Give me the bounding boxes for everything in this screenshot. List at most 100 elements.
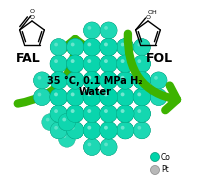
Circle shape (71, 92, 75, 96)
Circle shape (134, 105, 150, 122)
Circle shape (100, 72, 117, 89)
Circle shape (100, 38, 117, 56)
Circle shape (58, 113, 76, 131)
Circle shape (133, 72, 150, 89)
Circle shape (137, 59, 141, 63)
Circle shape (83, 55, 100, 72)
Circle shape (88, 76, 91, 80)
Circle shape (84, 72, 100, 88)
Circle shape (84, 39, 100, 56)
Circle shape (54, 93, 58, 96)
Circle shape (67, 122, 84, 139)
Circle shape (117, 72, 134, 89)
Circle shape (50, 39, 67, 56)
Circle shape (117, 89, 134, 105)
Circle shape (88, 76, 91, 80)
Circle shape (58, 130, 75, 147)
Circle shape (100, 139, 117, 155)
Circle shape (83, 122, 100, 139)
Circle shape (50, 122, 67, 139)
Circle shape (121, 109, 125, 113)
Circle shape (100, 55, 117, 73)
Circle shape (101, 89, 117, 105)
Circle shape (34, 72, 50, 89)
Circle shape (150, 72, 167, 89)
Circle shape (67, 55, 84, 72)
Circle shape (67, 106, 83, 122)
Circle shape (50, 55, 67, 72)
Circle shape (84, 106, 100, 122)
Circle shape (71, 76, 75, 80)
Circle shape (54, 93, 58, 96)
Circle shape (100, 72, 117, 89)
Circle shape (117, 38, 134, 56)
Circle shape (71, 93, 75, 96)
Circle shape (71, 126, 75, 130)
Circle shape (104, 43, 108, 46)
Text: Co: Co (161, 153, 171, 161)
Circle shape (42, 114, 59, 131)
Circle shape (50, 72, 68, 89)
Circle shape (38, 93, 41, 96)
Circle shape (58, 114, 75, 131)
Circle shape (67, 89, 84, 105)
Circle shape (54, 109, 58, 113)
Circle shape (117, 72, 133, 89)
Circle shape (67, 39, 84, 56)
Circle shape (134, 105, 150, 122)
Circle shape (83, 39, 100, 56)
Circle shape (134, 122, 150, 139)
Circle shape (87, 92, 91, 96)
Circle shape (104, 76, 108, 80)
Circle shape (100, 39, 117, 56)
Circle shape (133, 88, 150, 106)
Circle shape (100, 39, 117, 56)
Circle shape (121, 109, 125, 113)
Circle shape (67, 105, 84, 122)
Circle shape (134, 89, 150, 105)
Circle shape (71, 126, 75, 130)
Circle shape (100, 72, 117, 89)
Circle shape (83, 38, 101, 56)
Circle shape (67, 122, 84, 139)
Circle shape (134, 72, 150, 88)
Circle shape (71, 109, 75, 113)
Circle shape (134, 72, 150, 89)
Circle shape (66, 88, 84, 106)
Text: Pt: Pt (161, 166, 169, 174)
Circle shape (137, 76, 141, 80)
Circle shape (71, 43, 75, 46)
Circle shape (104, 76, 108, 80)
Circle shape (54, 59, 58, 63)
Circle shape (104, 109, 108, 113)
Circle shape (104, 126, 108, 130)
Circle shape (100, 88, 117, 106)
Circle shape (121, 76, 125, 80)
Circle shape (87, 76, 91, 80)
Circle shape (38, 76, 41, 80)
Circle shape (50, 105, 67, 122)
Circle shape (138, 109, 141, 113)
Circle shape (54, 43, 58, 46)
Circle shape (117, 72, 133, 88)
Circle shape (116, 55, 134, 73)
Circle shape (84, 122, 100, 139)
Circle shape (87, 93, 91, 96)
Circle shape (84, 89, 100, 105)
Circle shape (83, 88, 101, 106)
Circle shape (67, 72, 84, 89)
Circle shape (121, 126, 125, 130)
Circle shape (50, 39, 67, 56)
Circle shape (51, 72, 67, 88)
Circle shape (83, 105, 101, 122)
Circle shape (137, 109, 141, 113)
Circle shape (100, 55, 117, 72)
Circle shape (121, 126, 125, 130)
Circle shape (33, 88, 51, 106)
Circle shape (84, 105, 100, 122)
Circle shape (88, 126, 91, 130)
Circle shape (67, 38, 84, 56)
Circle shape (150, 89, 167, 105)
Circle shape (88, 59, 91, 63)
Circle shape (104, 93, 108, 96)
